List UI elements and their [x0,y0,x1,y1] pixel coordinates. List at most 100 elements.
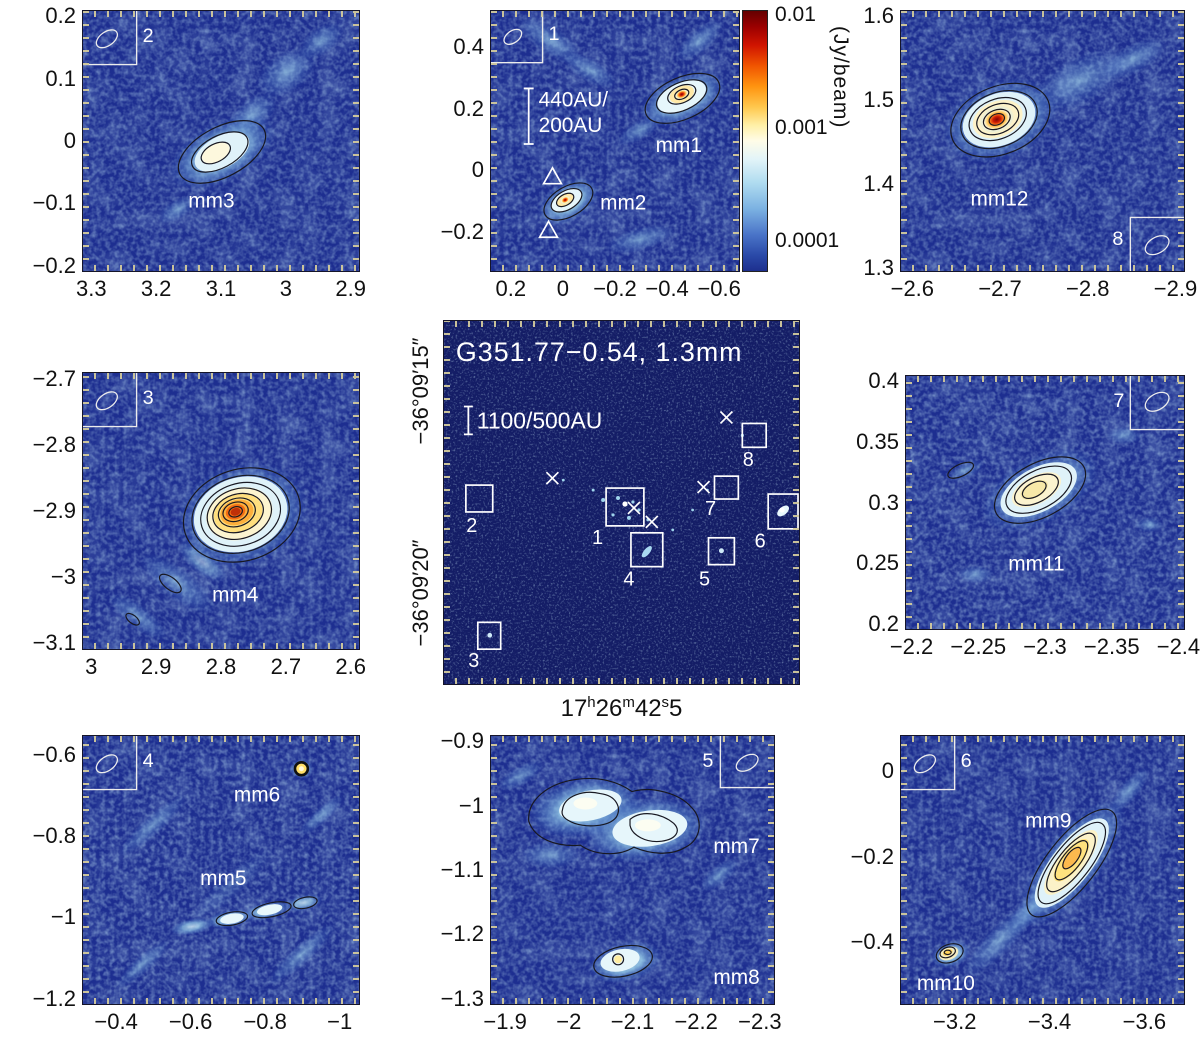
axis-tick-label: −2.2 [889,634,934,659]
panel-3-mm4: mm4 3 −2.7 −2.8 −2.9 −3 −3.1 3 2.9 2.8 2.7 2.6 [33,366,366,679]
axis-tick-label: −2.1 [610,1009,655,1034]
axis-tick-label: −0.9 [440,728,484,754]
mm1mm2-y-axis: 0.4 0.2 0 −0.2 [406,11,484,271]
dec-axis-label-bottom: −36°09′20″ [408,539,433,647]
mm3-x-axis: 3.3 3.2 3.1 3 2.9 [76,276,366,304]
axis-tick-label: 2.9 [335,276,367,301]
ra-hours-sup: h [587,694,596,711]
beam-number: 2 [143,25,154,47]
axis-tick-label: 1.6 [863,3,894,29]
axis-tick-label: −1 [458,792,484,818]
source-label-mm6: mm6 [234,784,280,807]
axis-tick-label: 1.3 [863,255,894,281]
scalebar-label-line1: 440AU/ [539,88,609,111]
source-label-mm4: mm4 [212,583,258,606]
zoom-box-number-3: 3 [468,650,479,672]
mm5mm6-x-axis: −0.4 −0.6 −0.8 −1 [83,1009,359,1037]
source-label-mm8: mm8 [713,966,759,989]
axis-tick-label: 2.9 [140,654,172,679]
axis-tick-label: 1.5 [863,87,894,113]
beam-number: 1 [549,23,560,45]
axis-tick-label: −0.8 [243,1009,287,1034]
axis-tick-label: 2.7 [270,654,302,679]
panel-overview: 1 2 3 4 5 6 7 8 G351.77−0.54, 1.3mm 1100… [408,320,800,722]
mm7mm8-y-axis: −0.9 −1 −1.1 −1.2 −1.3 [406,728,484,1010]
axis-tick-label: −2.4 [1156,634,1200,659]
mm12-x-axis: −2.6 −2.7 −2.8 −2.9 [891,276,1198,304]
ra-seconds-sup: s [661,694,670,711]
axis-tick-label: 3.1 [205,276,237,301]
axis-tick-label: 3 [85,654,98,679]
mm5mm6-y-axis: −0.6 −0.8 −1 −1.2 [0,736,76,1011]
zoom-box-number-6: 6 [755,531,766,553]
overview-heatmap: 1 2 3 4 5 6 7 8 G351.77−0.54, 1.3mm 1100… [444,321,799,684]
mm4-x-axis: 3 2.9 2.8 2.7 2.6 [83,654,366,682]
panel-6-mm9-mm10: mm9 mm10 6 0 −0.2 −0.4 −3.2 −3.4 −3.6 [851,735,1185,1034]
figure-title: G351.77−0.54, 1.3mm [456,337,743,367]
mm7-mm8-heatmap: mm7 mm8 5 [491,736,774,1004]
ra-seconds-frac: 5 [669,695,683,722]
axis-tick-label: 3.3 [75,276,107,301]
axis-tick-label: −1 [50,904,76,930]
axis-tick-label: −3.6 [1122,1009,1167,1034]
axis-tick-label: −2.7 [32,365,76,391]
colorbar-tick-low: 0.0001 [775,228,840,252]
dec-axis-label-top: −36°09′15″ [408,337,433,445]
axis-tick-label: −0.2 [32,252,76,278]
axis-tick-label: −2 [556,1009,582,1034]
colorbar-tick-high: 0.01 [775,3,816,27]
axis-tick-label: −2.3 [738,1009,782,1034]
axis-tick-label: 0.2 [495,276,527,301]
axis-tick-label: −0.6 [168,1009,213,1034]
axis-tick-label: −2.3 [1023,634,1067,659]
mm9mm10-x-axis: −3.2 −3.4 −3.6 [901,1009,1184,1037]
mm4-heatmap: mm4 3 [83,373,359,649]
axis-tick-label: −2.7 [978,276,1022,301]
axis-tick-label: −0.6 [32,741,76,767]
axis-tick-label: 0.2 [45,3,76,29]
axis-tick-label: 0 [556,276,570,301]
axis-tick-label: −2.6 [890,276,935,301]
axis-tick-label: −0.4 [645,276,689,301]
zoom-box-number-8: 8 [743,449,754,471]
axis-tick-label: 0.2 [868,610,899,636]
axis-tick-label: −0.2 [593,276,637,301]
axis-tick-label: −2.8 [32,431,76,457]
mm1mm2-x-axis: 0.2 0 −0.2 −0.4 −0.6 [491,276,741,304]
axis-tick-label: 2.8 [205,654,237,679]
axis-tick-label: −3.1 [32,630,76,656]
axis-tick-label: 0.25 [856,550,899,576]
axis-tick-label: 0 [471,157,484,183]
source-label-mm5: mm5 [200,867,246,890]
axis-tick-label: −3.4 [1027,1009,1072,1034]
mm7mm8-x-axis: −1.9 −2 −2.1 −2.2 −2.3 [483,1009,781,1037]
ra-axis-label: 17h26m42s5 [444,694,799,723]
colorbar-wrap: 0.01 0.001 0.0001 (Jy/beam) [742,3,862,272]
colorbar-tick-mid: 0.001 [775,115,828,139]
axis-tick-label: −2.2 [674,1009,718,1034]
axis-tick-label: −2.8 [1066,276,1110,301]
axis-tick-label: 0.1 [45,65,76,91]
panel-2-mm3: 2 mm3 0.2 0.1 0 −0.1 −0.2 3.3 3.2 3.1 3 2.9 [33,3,366,301]
beam-number: 3 [143,387,154,409]
axis-tick-label: −1.9 [483,1009,527,1034]
axis-tick-label: −2.9 [32,498,76,523]
source-label-mm2: mm2 [600,191,646,214]
mm12-y-axis: 1.6 1.5 1.4 1.3 [816,3,894,280]
mm1-mm2-heatmap: 440AU/ 200AU mm1 mm2 1 [491,11,739,271]
mm3-y-axis: 0.2 0.1 0 −0.1 −0.2 [0,3,76,278]
source-label-mm9: mm9 [1025,809,1071,832]
axis-tick-label: −1 [327,1009,353,1034]
axis-tick-label: −2.25 [950,634,1007,659]
panel-1-mm1-mm2: 440AU/ 200AU mm1 mm2 1 0.4 0.2 0 −0.2 0.2 0−… [441,10,741,301]
axis-tick-label: −3.2 [933,1009,977,1034]
ra-minutes: 26 [595,695,623,722]
axis-tick-label: 0.35 [856,428,899,454]
axis-tick-label: −0.2 [440,219,484,244]
axis-tick-label: 0.3 [868,489,899,515]
mm3-heatmap: 2 mm3 [83,11,359,271]
mm11-y-axis: 0.4 0.35 0.3 0.25 0.2 [821,368,899,636]
scalebar-overview-label: 1100/500AU [477,407,602,433]
axis-tick-label: 1.4 [863,171,894,197]
